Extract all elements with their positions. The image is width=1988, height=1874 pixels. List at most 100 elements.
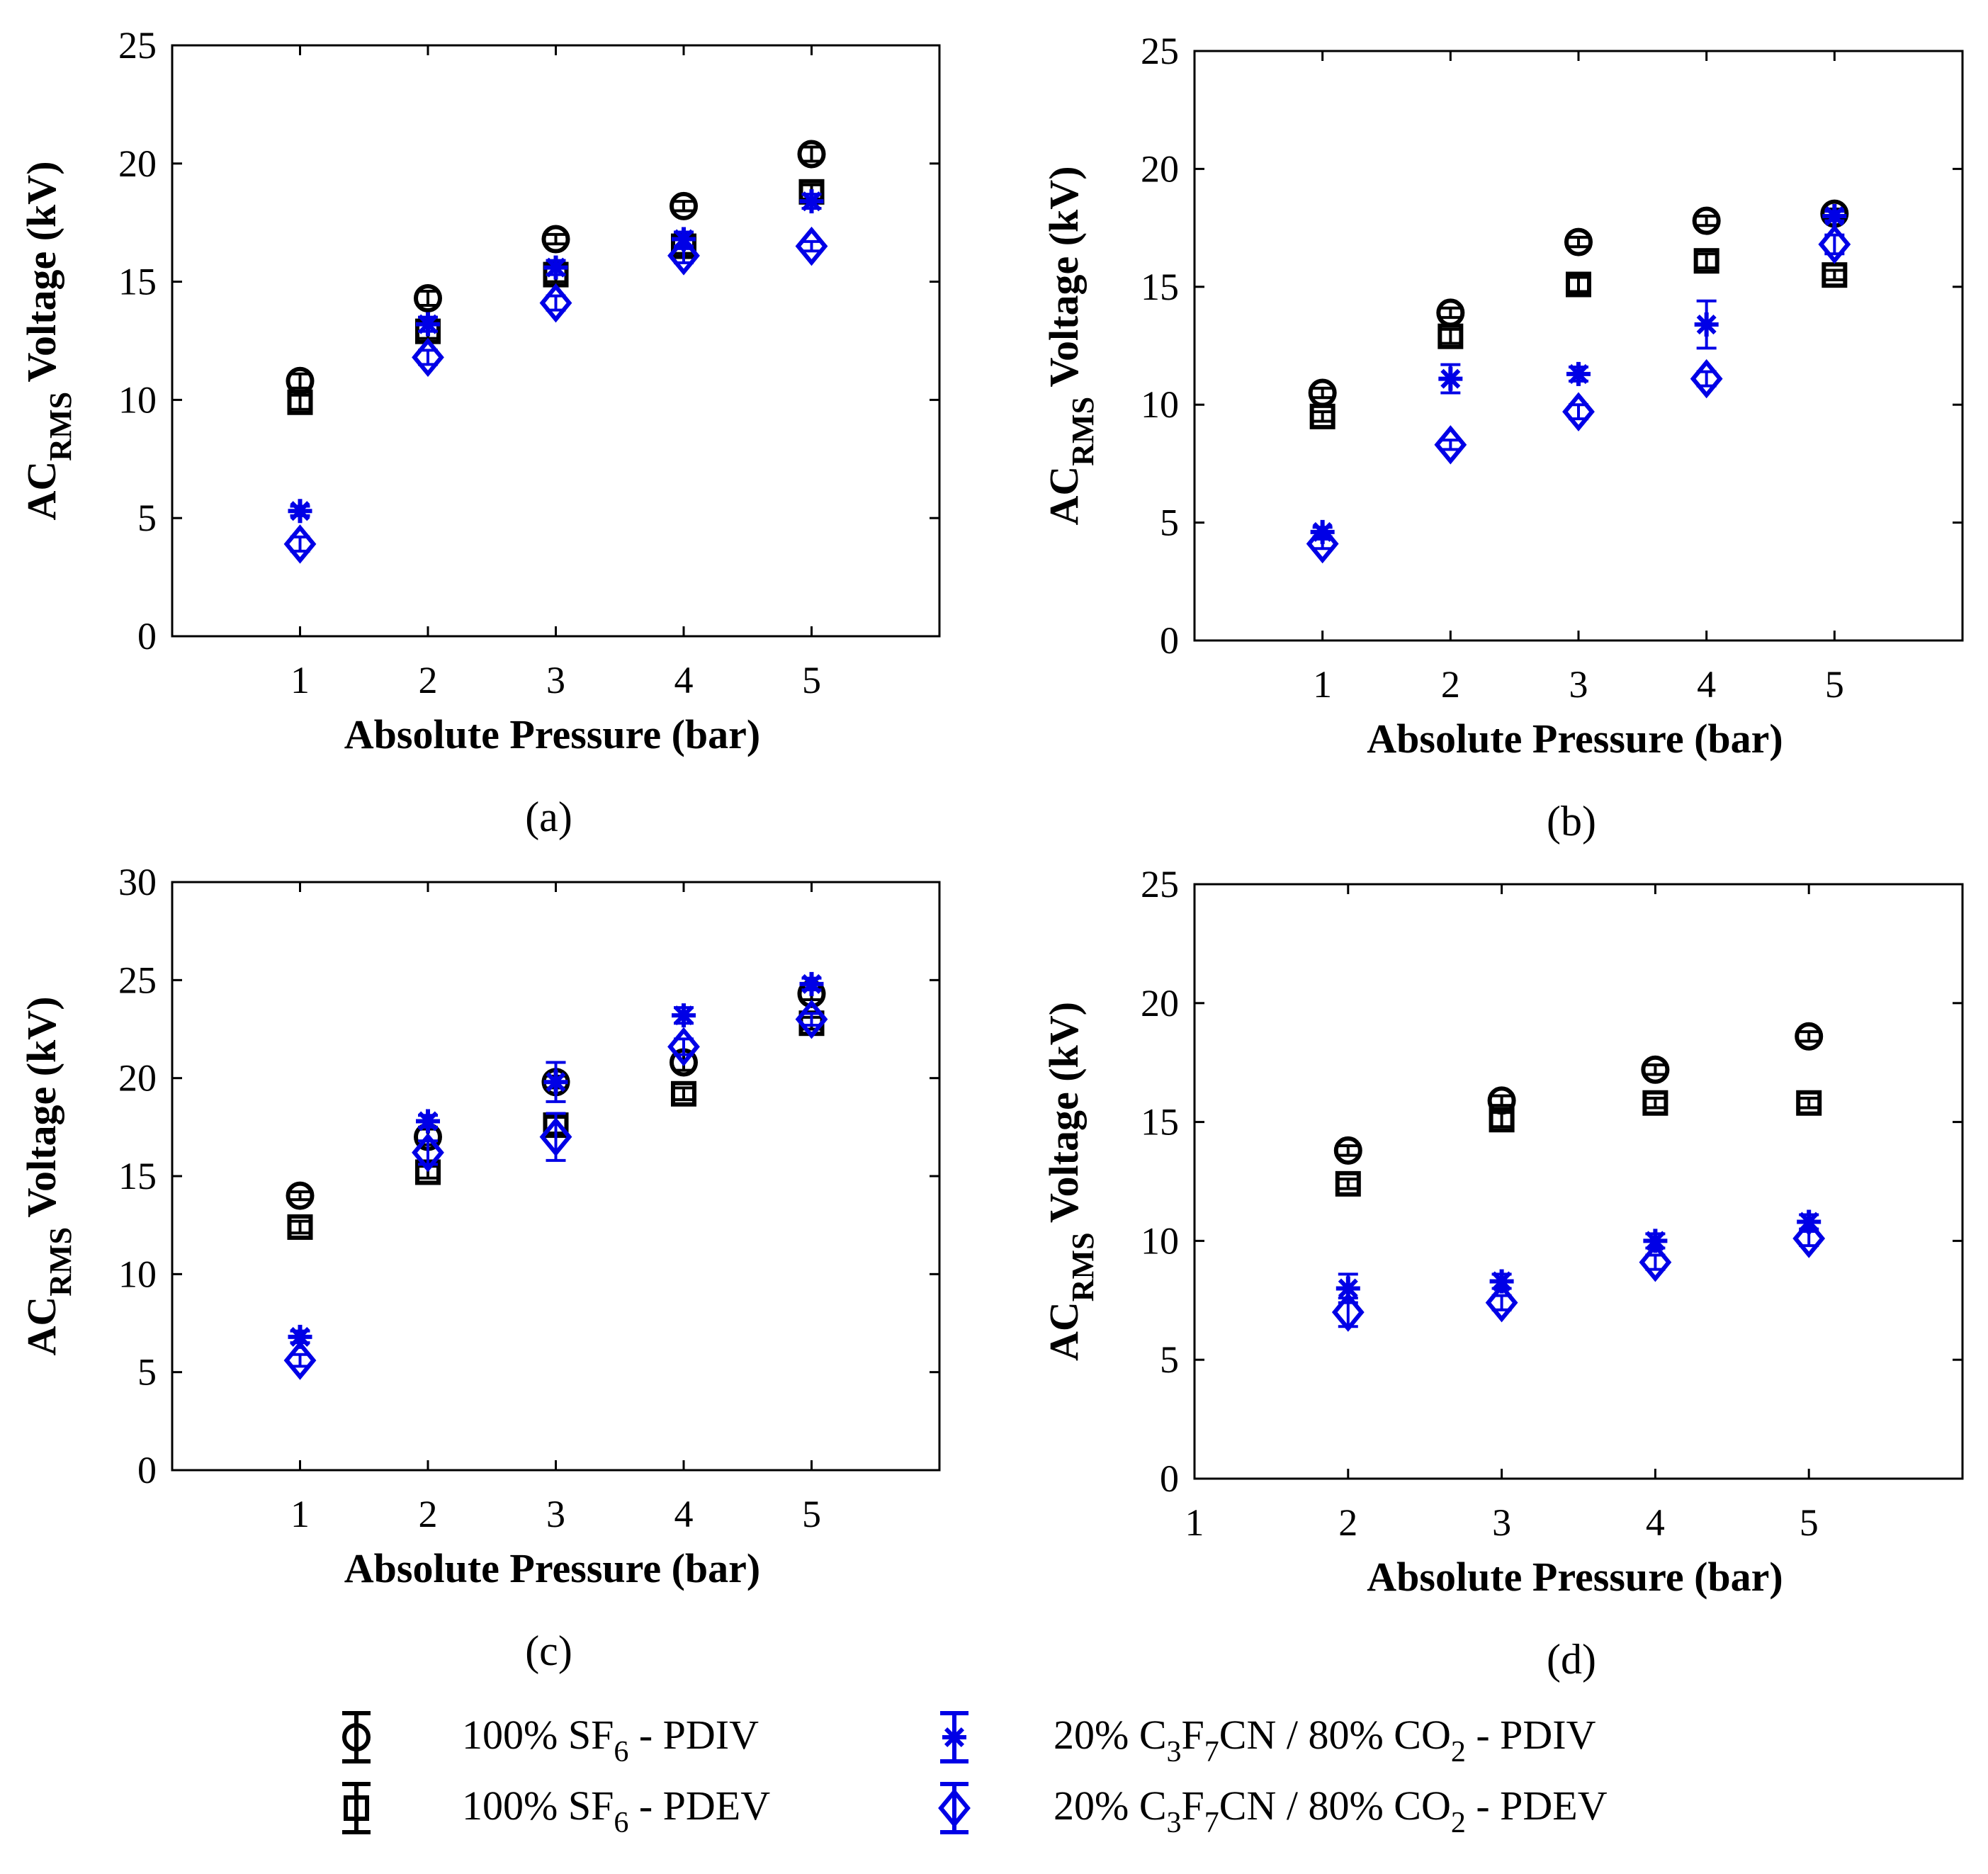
- chart-b-point-marker-square: [1309, 403, 1335, 429]
- chart-b-xtick-label: 3: [1569, 663, 1588, 706]
- chart-a-ytick-label: 0: [137, 615, 157, 657]
- chart-d-ytick-label: 25: [1141, 863, 1179, 905]
- chart-d-series-circle: [1333, 1022, 1824, 1165]
- chart-b-xtick-label: 4: [1697, 663, 1716, 706]
- legend-label: 100% SF6 - PDIV: [462, 1712, 759, 1768]
- legend-label-sub: 7: [1204, 1807, 1219, 1839]
- chart-a-ytick-label: 25: [118, 24, 157, 67]
- chart-b-point-marker-diamond: [1434, 425, 1467, 465]
- chart-d-ylabel-main: AC: [1041, 1302, 1087, 1361]
- legend-label-text: CN / 80% CO: [1219, 1712, 1451, 1758]
- chart-c-point-marker-diamond: [539, 1117, 572, 1157]
- chart-c-point-marker-square: [287, 1214, 313, 1240]
- chart-d-ylabel: ACRMS Voltage (kV): [1041, 1002, 1100, 1361]
- chart-d-ytick-label: 15: [1141, 1101, 1179, 1144]
- chart-a-xtick-label: 3: [546, 659, 565, 701]
- chart-b-xlabel: Absolute Pressure (bar): [1367, 716, 1783, 762]
- chart-b-xtick-label: 1: [1313, 663, 1332, 706]
- chart-c-series-diamond: [283, 999, 828, 1380]
- chart-b-ylabel: ACRMS Voltage (kV): [1041, 166, 1100, 525]
- chart-a-ylabel-sub: RMS: [43, 392, 78, 461]
- chart-d-ytick-label: 0: [1160, 1457, 1179, 1500]
- chart-d-series-square: [1335, 1090, 1822, 1197]
- chart-a-point-marker-diamond: [667, 236, 700, 276]
- chart-a-series-diamond: [283, 226, 828, 564]
- chart-b-point-marker-star: [1310, 519, 1335, 544]
- chart-a-point-marker-star: [799, 189, 824, 214]
- chart-d-series-diamond: [1331, 1219, 1826, 1332]
- chart-c-ylabel-sub: RMS: [43, 1227, 78, 1297]
- chart-b-ytick-label: 0: [1160, 619, 1179, 662]
- chart-c-point-marker-star: [799, 971, 824, 996]
- chart-c-point-marker-diamond: [667, 1027, 700, 1067]
- chart-b-ytick-label: 20: [1141, 147, 1179, 190]
- legend-label-text: F: [1182, 1712, 1204, 1758]
- chart-c: 0 5 10 15 20 25 30 1 2 3 4 5 Absolute Pressure (bar)…: [18, 861, 941, 1674]
- chart-d-series-star: [1335, 1209, 1822, 1304]
- chart-a-ylabel-rest: Voltage (kV): [18, 161, 64, 391]
- chart-c-point-marker-circle: [286, 1181, 315, 1210]
- legend-marker-diamond: [938, 1788, 971, 1828]
- chart-b-ytick-label: 10: [1141, 383, 1179, 426]
- legend-item-star: 20% C3F7CN / 80% CO2 - PDIV: [940, 1711, 1596, 1768]
- chart-a-point-marker-circle: [414, 283, 442, 312]
- legend-marker-square: [344, 1795, 369, 1821]
- chart-d-point-marker-circle: [1333, 1136, 1362, 1165]
- chart-b-point-marker-diamond: [1306, 524, 1339, 564]
- chart-a-point-marker-diamond: [283, 524, 317, 564]
- chart-c-ylabel-rest: Voltage (kV): [18, 996, 64, 1226]
- chart-d-point-marker-diamond: [1331, 1292, 1365, 1332]
- chart-b-ytick-label: 5: [1160, 502, 1179, 544]
- chart-c-xtick-label: 2: [419, 1493, 438, 1535]
- chart-a-series-circle: [286, 140, 826, 395]
- chart-a-point-marker-circle: [797, 140, 826, 169]
- chart-c-point-marker-diamond: [412, 1133, 444, 1173]
- chart-d-point-marker-star: [1335, 1276, 1360, 1301]
- chart-b: 0 5 10 15 20 25 1 2 3 4 5 Absolute Pressure (bar) AC…: [1041, 30, 1964, 845]
- legend-label-text: F: [1182, 1783, 1204, 1829]
- chart-c-ylabel: ACRMS Voltage (kV): [18, 996, 78, 1355]
- chart-a-xtick-label: 1: [290, 659, 310, 701]
- chart-a-panel-label: (a): [525, 794, 572, 840]
- legend-marker-circle: [342, 1723, 371, 1751]
- chart-d-xlabel: Absolute Pressure (bar): [1367, 1554, 1783, 1600]
- legend-label-text: CN / 80% CO: [1219, 1783, 1451, 1829]
- chart-c-axes-frame: [171, 881, 941, 1472]
- chart-b-point-marker-star: [1566, 361, 1591, 386]
- chart-b-point-marker-circle: [1564, 227, 1593, 256]
- legend-label-text: - PDIV: [628, 1712, 759, 1758]
- legend-label: 20% C3F7CN / 80% CO2 - PDIV: [1054, 1712, 1596, 1768]
- chart-a-ytick-label: 10: [118, 378, 157, 421]
- chart-d-point-marker-square: [1796, 1090, 1822, 1116]
- chart-b-point-marker-diamond: [1562, 392, 1595, 431]
- chart-c-point-marker-diamond: [795, 999, 828, 1039]
- chart-a-ytick-label: 20: [118, 142, 157, 185]
- chart-a-ylabel-main: AC: [18, 461, 64, 521]
- chart-c-xtick-label: 1: [290, 1493, 310, 1535]
- legend-label-text: - PDIV: [1466, 1712, 1596, 1758]
- chart-d-xtick-label: 5: [1800, 1501, 1819, 1544]
- chart-d-xtick-label: 3: [1492, 1501, 1511, 1544]
- chart-d-panel-label: (d): [1547, 1636, 1596, 1683]
- chart-b-point-marker-square: [1693, 248, 1719, 274]
- legend-label-sub: 2: [1451, 1807, 1466, 1839]
- chart-a-point-marker-star: [288, 499, 312, 524]
- chart-b-ylabel-sub: RMS: [1066, 397, 1100, 466]
- chart-d-xtick-label: 2: [1338, 1501, 1357, 1544]
- legend-item-square: 100% SF6 - PDEV: [342, 1782, 770, 1839]
- chart-b-point-marker-circle: [1692, 206, 1721, 235]
- chart-d: 0 5 10 15 20 25 1 2 3 4 5 Absolute Pressure (bar) AC…: [1041, 863, 1964, 1683]
- chart-a-point-marker-diamond: [412, 337, 444, 378]
- chart-d-point-marker-circle: [1641, 1055, 1670, 1084]
- legend-label-sub: 3: [1167, 1807, 1182, 1839]
- chart-b-axes-frame: [1193, 50, 1964, 642]
- chart-d-point-marker-diamond: [1792, 1219, 1826, 1258]
- chart-a-point-marker-circle: [670, 191, 698, 220]
- chart-c-ytick-label: 10: [118, 1253, 157, 1295]
- chart-c-ytick-label: 0: [137, 1449, 157, 1491]
- legend-label-sub: 6: [614, 1807, 628, 1839]
- chart-b-xtick-label: 5: [1825, 663, 1844, 706]
- chart-b-xtick-label: 2: [1441, 663, 1460, 706]
- chart-a-ytick-label: 15: [118, 261, 157, 303]
- chart-c-point-marker-star: [416, 1109, 440, 1134]
